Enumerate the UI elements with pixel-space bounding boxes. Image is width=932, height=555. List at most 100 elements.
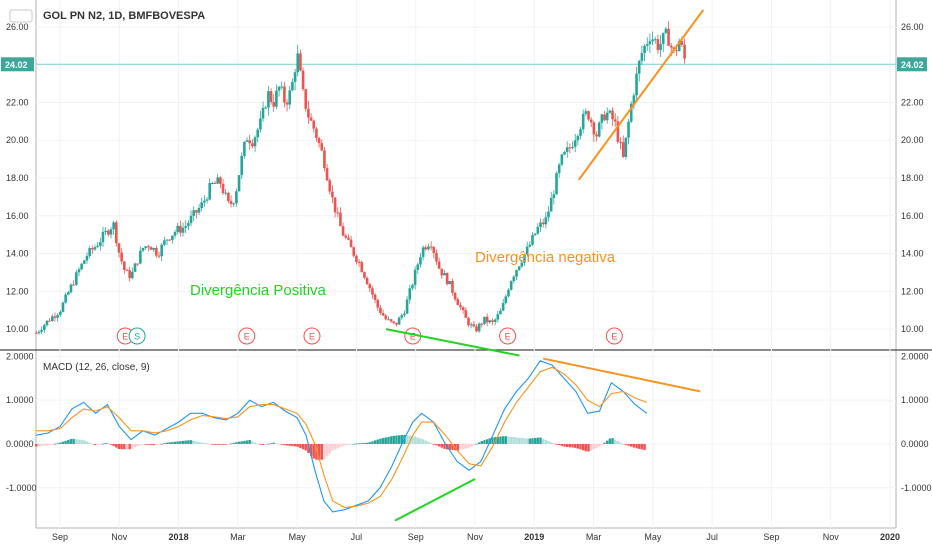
candle-body xyxy=(597,122,601,137)
macd-histogram-bar xyxy=(630,443,633,447)
candle-body xyxy=(101,231,105,243)
candle-body xyxy=(424,247,428,250)
macd-histogram-bar xyxy=(285,443,289,446)
candle-body xyxy=(45,320,49,325)
candle-body xyxy=(192,210,195,216)
macd-histogram-bar xyxy=(552,443,556,445)
candle-body xyxy=(301,70,305,90)
macd-histogram-bar xyxy=(259,443,262,445)
candle-body xyxy=(109,229,113,235)
macd-histogram-bar xyxy=(622,443,625,445)
macd-histogram-bar xyxy=(469,443,473,447)
macd-histogram-bar xyxy=(635,443,638,449)
candle-body xyxy=(227,192,230,202)
macd-histogram-bar xyxy=(176,441,179,444)
candle-body xyxy=(443,273,446,276)
event-marker-circle xyxy=(238,327,256,345)
candle-body xyxy=(440,268,444,276)
candle-body xyxy=(448,280,452,285)
candle-body xyxy=(499,310,502,315)
macd-histogram-bar xyxy=(336,443,339,449)
candle-body xyxy=(525,246,529,255)
candle-body xyxy=(179,225,182,233)
candle-body xyxy=(357,261,361,263)
macd-histogram-bar xyxy=(272,442,275,444)
macd-histogram-bar xyxy=(483,440,486,444)
candle-body xyxy=(456,299,460,306)
candle-body xyxy=(205,199,209,201)
candle-body xyxy=(608,110,612,113)
macd-histogram-bar xyxy=(565,443,569,447)
macd-histogram-bar xyxy=(280,443,283,445)
macd-histogram-bar xyxy=(173,441,177,444)
macd-histogram-bar xyxy=(243,440,246,444)
candle-body xyxy=(336,212,340,214)
macd-histogram-bar xyxy=(200,442,203,444)
candle-body xyxy=(125,269,129,271)
macd-histogram-bar xyxy=(568,443,572,448)
candle-body xyxy=(133,263,137,272)
candle-body xyxy=(58,311,62,315)
macd-histogram-bar xyxy=(357,443,361,445)
macd-histogram-bar xyxy=(152,443,155,446)
macd-histogram-bar xyxy=(323,443,326,460)
macd-histogram-bar xyxy=(213,443,217,445)
candle-body xyxy=(648,41,652,45)
macd-histogram-bar xyxy=(563,443,566,447)
macd-histogram-bar xyxy=(59,442,62,444)
candle-body xyxy=(88,248,91,256)
macd-pane xyxy=(35,360,648,513)
candle-body xyxy=(253,137,257,147)
price-tick-label-left: 16.00 xyxy=(6,211,29,221)
macd-histogram-bar xyxy=(509,436,513,444)
candle-body xyxy=(320,143,324,151)
event-marker-circle xyxy=(499,327,517,345)
macd-histogram-bar xyxy=(573,443,577,448)
candle-body xyxy=(355,255,358,262)
candle-body xyxy=(115,222,118,244)
candle-body xyxy=(341,226,345,236)
candle-body xyxy=(99,242,102,246)
macd-bearish-line xyxy=(542,357,701,393)
macd-histogram-bar xyxy=(163,443,166,444)
macd-histogram-bar xyxy=(80,439,83,444)
macd-histogram-bar xyxy=(515,437,518,444)
candle-body xyxy=(267,91,270,108)
candle-body xyxy=(437,261,441,269)
candle-body xyxy=(477,323,481,332)
price-tick-label: 20.00 xyxy=(901,135,924,145)
macd-histogram-bar xyxy=(557,443,561,446)
candle-body xyxy=(219,177,222,184)
candle-body xyxy=(197,208,201,213)
macd-histogram-bar xyxy=(499,436,502,444)
candle-body xyxy=(667,28,670,46)
macd-tick-label-left: 1.0000 xyxy=(6,395,34,405)
candle-body xyxy=(531,235,534,245)
candle-body xyxy=(144,246,147,248)
price-tick-label: 26.00 xyxy=(901,22,924,32)
candle-body xyxy=(480,323,484,325)
macd-histogram-bar xyxy=(35,443,38,447)
candle-body xyxy=(451,280,454,293)
macd-histogram-bar xyxy=(83,440,86,444)
candle-body xyxy=(173,231,177,236)
candle-body xyxy=(315,128,318,139)
macd-histogram-bar xyxy=(67,439,70,444)
macd-histogram-bar xyxy=(584,443,588,452)
candle-body xyxy=(75,272,78,285)
macd-histogram-bar xyxy=(91,443,94,445)
macd-histogram-bar xyxy=(184,440,187,444)
event-marker-label: E xyxy=(611,332,617,342)
macd-histogram-bar xyxy=(397,435,401,444)
macd-histogram-bar xyxy=(592,443,596,450)
candle-body xyxy=(565,147,569,152)
macd-histogram-bar xyxy=(61,441,65,444)
candle-body xyxy=(168,239,171,241)
macd-histogram-bar xyxy=(155,443,158,445)
macd-histogram-bar xyxy=(40,443,43,447)
macd-histogram-bar xyxy=(587,443,590,452)
candle-body xyxy=(40,330,43,332)
candle-body xyxy=(435,253,438,262)
